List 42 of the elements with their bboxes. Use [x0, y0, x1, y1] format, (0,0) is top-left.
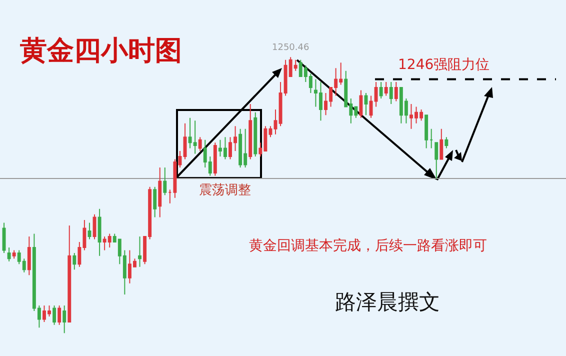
candlestick: [424, 114, 428, 149]
candlestick: [430, 128, 434, 149]
candlestick: [138, 236, 142, 268]
candlestick: [394, 81, 398, 102]
candlestick: [213, 142, 217, 176]
candlestick: [440, 128, 444, 160]
annotation: 黄金回调基本完成，后续一路看涨即可: [249, 238, 487, 254]
candlestick: [7, 247, 11, 262]
candlestick: [58, 305, 62, 326]
candlestick: [364, 92, 368, 116]
candlestick: [379, 81, 383, 100]
candlestick: [434, 142, 438, 180]
chart-title: 黄金四小时图: [19, 35, 182, 66]
candlestick: [359, 90, 363, 118]
annotation: 路泽晨撰文: [335, 290, 440, 314]
candlestick: [168, 189, 172, 204]
candlestick: [248, 104, 252, 160]
candlestick: [183, 122, 187, 160]
candlestick: [153, 186, 157, 218]
candlestick: [62, 305, 66, 334]
candlestick: [68, 224, 72, 323]
candlestick: [444, 136, 448, 149]
candlestick: [72, 252, 76, 270]
candlestick: [274, 109, 278, 135]
annotation: 震荡调整: [199, 183, 251, 198]
candlestick: [173, 158, 177, 198]
candlestick: [158, 167, 162, 218]
candlestick: [52, 305, 56, 326]
candlestick: [12, 250, 16, 260]
candlestick: [198, 136, 202, 152]
candlestick: [27, 236, 31, 276]
candlestick: [178, 150, 182, 168]
candlestick: [88, 222, 92, 240]
candlestick: [2, 222, 6, 254]
candlestick: [163, 167, 167, 196]
candlestick: [92, 214, 96, 240]
candlestick: [384, 81, 388, 96]
candlestick: [389, 81, 393, 105]
candlestick: [254, 112, 258, 157]
candlestick: [98, 208, 102, 256]
annotation: 1250.46: [272, 43, 310, 53]
ref-line-label: 1246强阻力位: [398, 57, 490, 73]
